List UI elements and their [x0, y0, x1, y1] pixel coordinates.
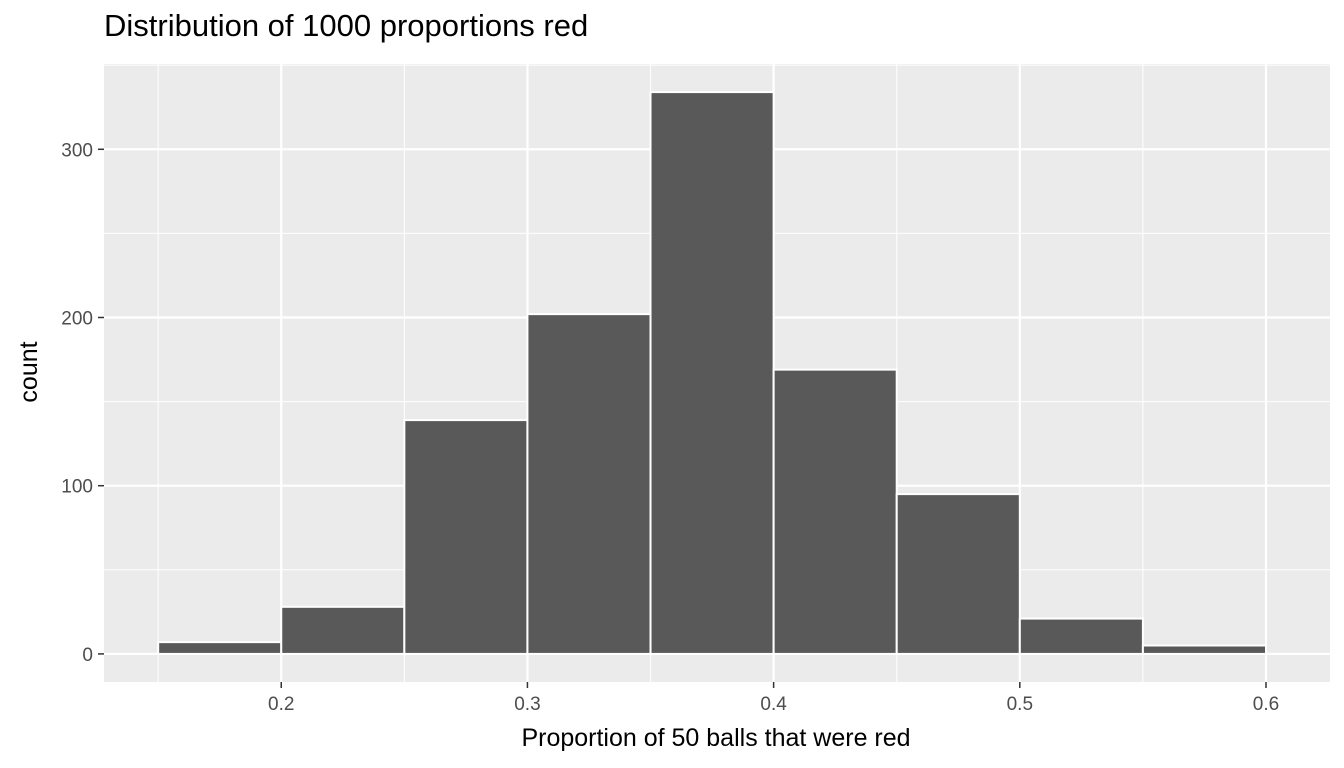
chart-title: Distribution of 1000 proportions red [104, 8, 589, 43]
histogram-bar [157, 641, 283, 655]
histogram-bar [526, 313, 652, 655]
histogram-bar [1018, 617, 1144, 655]
histogram-bar [403, 419, 529, 655]
y-axis: 0 100 200 300 [61, 140, 104, 666]
x-tick-label: 0.3 [514, 694, 540, 715]
y-tick-label: 100 [61, 477, 93, 498]
histogram-bars [157, 91, 1267, 655]
x-tick-label: 0.4 [760, 694, 787, 715]
x-axis: 0.2 0.3 0.4 0.5 0.6 [268, 682, 1279, 715]
x-tick-label: 0.2 [268, 694, 294, 715]
histogram-bar [772, 368, 898, 655]
y-tick-label: 200 [61, 308, 93, 329]
histogram-bar [280, 605, 406, 655]
y-axis-title: count [15, 341, 43, 402]
x-axis-title: Proportion of 50 balls that were red [521, 724, 910, 752]
histogram-bar [895, 493, 1021, 655]
x-tick-label: 0.6 [1253, 694, 1279, 715]
histogram-bar [649, 91, 775, 655]
y-tick-label: 300 [61, 140, 93, 161]
y-tick-label: 0 [82, 645, 93, 666]
histogram-bar [1141, 644, 1267, 655]
x-tick-label: 0.5 [1007, 694, 1033, 715]
